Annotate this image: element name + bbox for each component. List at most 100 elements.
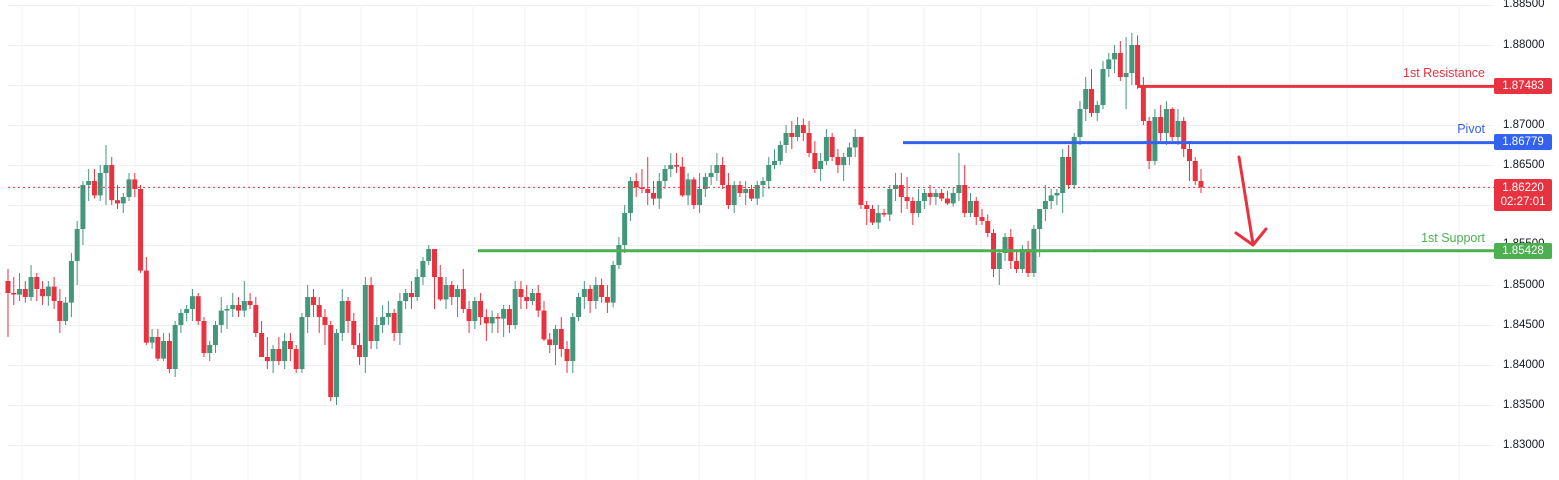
candle (927, 185, 933, 205)
candle (933, 189, 939, 205)
candle (944, 190, 950, 205)
candle (818, 153, 824, 181)
current-price-tag: 1.86220 02:27:01 (1494, 179, 1552, 211)
candle (184, 305, 190, 321)
candle (1060, 149, 1066, 213)
candle (97, 165, 103, 201)
candle (604, 285, 610, 313)
candle (662, 165, 668, 189)
candle (674, 153, 680, 173)
candle (679, 157, 685, 197)
candle (720, 157, 726, 189)
candle (691, 177, 697, 209)
candle (766, 157, 772, 189)
bar-countdown: 02:27:01 (1500, 196, 1546, 208)
candle (149, 329, 155, 349)
candle (783, 125, 789, 153)
candle (852, 129, 858, 157)
candle (11, 277, 17, 305)
candle (259, 321, 265, 357)
candle (362, 277, 368, 373)
candle (622, 205, 628, 253)
resistance-label: 1st Resistance (1403, 66, 1485, 80)
candle (1158, 105, 1164, 141)
candle (599, 278, 605, 303)
candle (869, 205, 875, 225)
candle (806, 121, 812, 157)
candle (1175, 109, 1181, 145)
candle (1077, 101, 1083, 145)
candle (956, 153, 962, 201)
support-price-tag: 1.85428 (1494, 243, 1552, 259)
candle (985, 214, 991, 237)
candle (962, 165, 968, 217)
candle (172, 321, 178, 377)
candle (633, 173, 639, 197)
candle (483, 309, 489, 341)
candle (1014, 249, 1020, 273)
candle (512, 281, 518, 329)
candle (714, 153, 720, 181)
candle (967, 193, 973, 217)
candle (1048, 189, 1054, 209)
price-chart[interactable] (0, 0, 1494, 480)
candle (795, 117, 801, 141)
down-arrow-icon[interactable] (1237, 155, 1255, 246)
candle (904, 177, 910, 209)
candle (414, 269, 420, 301)
candle (155, 329, 161, 361)
candle (1163, 101, 1169, 145)
candle (645, 157, 651, 205)
candle (40, 281, 46, 305)
candle (1192, 157, 1198, 185)
candle (80, 181, 86, 245)
candle (230, 293, 236, 317)
candle (697, 173, 703, 213)
candle (846, 142, 852, 165)
candle (380, 305, 386, 333)
candle (334, 329, 340, 405)
candle (431, 249, 437, 309)
candle (408, 281, 414, 309)
candle (789, 121, 795, 149)
candle (748, 185, 754, 201)
candle (754, 181, 760, 205)
candle (293, 345, 299, 373)
candle (558, 317, 564, 357)
candle (478, 293, 484, 325)
candle (455, 285, 461, 317)
candle (316, 297, 322, 333)
candle (178, 309, 184, 333)
candle (132, 173, 138, 197)
candle (1186, 141, 1192, 181)
candle (212, 321, 218, 353)
candle (1123, 37, 1129, 109)
candle (310, 289, 316, 317)
candle (610, 261, 616, 308)
current-price-value: 1.86220 (1502, 182, 1544, 194)
candle (91, 169, 97, 199)
candle (731, 181, 737, 213)
candle (120, 193, 126, 213)
candle (34, 273, 40, 301)
candle (1112, 45, 1118, 73)
candle (570, 313, 576, 373)
candle (1008, 229, 1014, 269)
candle (460, 269, 466, 313)
candle (339, 289, 345, 341)
candle (1152, 109, 1158, 165)
candle (581, 281, 587, 309)
candle (950, 187, 956, 207)
candle (616, 237, 622, 269)
candle (357, 333, 363, 365)
candle (241, 281, 247, 317)
pivot-price-tag: 1.86779 (1494, 134, 1552, 150)
candle (1088, 69, 1094, 117)
candle (973, 197, 979, 225)
y-axis-label-1.850: 1.85000 (1503, 279, 1545, 291)
candle (1100, 61, 1106, 109)
candle (17, 273, 23, 301)
candle (916, 189, 922, 217)
candle (472, 297, 478, 329)
candle (391, 309, 397, 341)
